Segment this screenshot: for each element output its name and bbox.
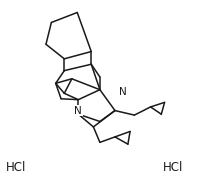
- Text: HCl: HCl: [163, 161, 183, 174]
- Text: N: N: [119, 87, 126, 97]
- Text: HCl: HCl: [6, 161, 26, 174]
- Text: N: N: [74, 106, 82, 116]
